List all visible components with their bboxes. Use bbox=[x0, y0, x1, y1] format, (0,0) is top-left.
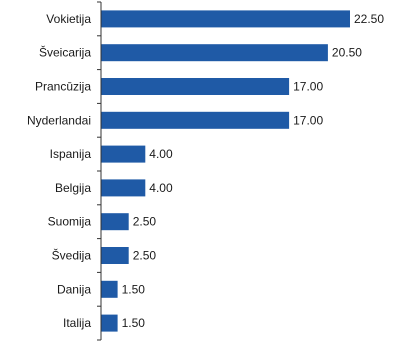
category-label-ispanija: Ispanija bbox=[50, 147, 92, 161]
bar-vokietija bbox=[101, 10, 350, 28]
value-label-svedija: 2.50 bbox=[133, 249, 157, 263]
value-label-prancuzija: 17.00 bbox=[293, 80, 323, 94]
value-label-danija: 1.50 bbox=[122, 282, 146, 296]
bar-nyderlandai bbox=[101, 111, 290, 129]
bar-danija bbox=[101, 280, 118, 298]
category-label-danija: Danija bbox=[57, 282, 91, 296]
bar-sveicarija bbox=[101, 44, 328, 62]
value-label-vokietija: 22.50 bbox=[354, 12, 384, 26]
bar-ispanija bbox=[101, 145, 146, 163]
value-labels-group: 22.50 20.50 17.00 17.00 4.00 4.00 2.50 2.50 1.50… bbox=[122, 12, 385, 330]
value-label-italija: 1.50 bbox=[122, 316, 146, 330]
y-axis-ticks-group bbox=[97, 1, 101, 341]
value-label-ispanija: 4.00 bbox=[149, 147, 173, 161]
value-label-suomija: 2.50 bbox=[133, 215, 157, 229]
category-label-belgija: Belgija bbox=[55, 181, 91, 195]
bar-svedija bbox=[101, 247, 129, 264]
category-label-italija: Italija bbox=[63, 316, 91, 330]
category-labels-group: Vokietija Šveicarija Prancūzija Nyderlandai… bbox=[27, 12, 91, 330]
category-label-prancuzija: Prancūzija bbox=[35, 80, 91, 94]
value-label-belgija: 4.00 bbox=[149, 181, 173, 195]
bar-suomija bbox=[101, 213, 129, 231]
value-label-sveicarija: 20.50 bbox=[332, 46, 362, 60]
category-label-nyderlandai: Nyderlandai bbox=[27, 113, 91, 127]
value-label-nyderlandai: 17.00 bbox=[293, 113, 323, 127]
bars-group bbox=[101, 10, 350, 332]
bar-italija bbox=[101, 314, 118, 332]
category-label-svedija: Švedija bbox=[52, 248, 92, 263]
category-label-vokietija: Vokietija bbox=[46, 12, 91, 26]
bar-belgija bbox=[101, 179, 146, 197]
bar-prancuzija bbox=[101, 78, 290, 95]
category-label-suomija: Suomija bbox=[48, 215, 92, 229]
category-label-sveicarija: Šveicarija bbox=[39, 45, 91, 60]
